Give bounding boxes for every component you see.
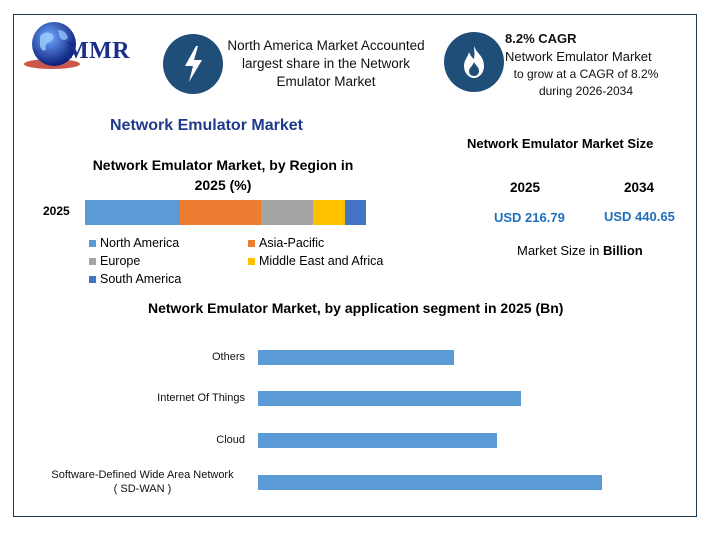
size-unit-bold: Billion (603, 243, 643, 258)
flame-badge (444, 32, 504, 92)
app-category-label: Cloud (216, 434, 245, 446)
legend-label: South America (100, 272, 182, 286)
legend-label: Europe (100, 254, 141, 268)
size-unit-note: Market Size in Billion (517, 243, 643, 258)
logo (22, 20, 152, 76)
globe-icon (24, 22, 80, 69)
cagr-line1: Network Emulator Market (505, 49, 652, 64)
app-bar (258, 391, 521, 406)
legend-europe: Europe (89, 254, 140, 268)
legend-swatch (248, 239, 255, 247)
region-segment-north-america (85, 200, 181, 225)
legend-label: Middle East and Africa (259, 254, 384, 268)
app-category-label: Internet Of Things (157, 392, 245, 404)
cagr-line2: to grow at a CAGR of 8.2% (513, 67, 659, 81)
region-segment-europe (261, 200, 313, 225)
header-north-america-text: North America Market Accounted largest s… (227, 38, 425, 89)
region-segment-south-america (345, 200, 366, 225)
size-value-2025: USD 216.79 (494, 210, 565, 225)
application-chart-title: Network Emulator Market, by application … (148, 300, 564, 316)
infographic-frame (13, 14, 697, 517)
application-bar-chart: Others Internet Of Things Cloud Software-De… (0, 335, 717, 505)
legend-swatch (89, 275, 96, 283)
lightning-badge (163, 34, 223, 94)
legend-swatch (89, 239, 96, 247)
legend-south-america: South America (89, 272, 181, 286)
size-value-2034: USD 440.65 (604, 209, 675, 224)
app-category-label: Software-Defined Wide Area Network( SD-W… (51, 469, 234, 495)
legend-label: Asia-Pacific (259, 236, 325, 250)
app-category-label: Others (211, 351, 245, 363)
lightning-icon (185, 46, 202, 82)
legend-swatch (89, 257, 96, 265)
app-bar (258, 475, 602, 490)
region-segment-middle-east-and-africa (312, 200, 346, 225)
app-bar (258, 433, 497, 448)
flame-icon (464, 46, 484, 78)
legend-middle-east-africa: Middle East and Africa (248, 254, 383, 268)
region-stacked-bar (85, 200, 366, 225)
cagr-headline: 8.2% CAGR (505, 31, 577, 46)
region-segment-asia-pacific (180, 200, 262, 225)
size-year-2025: 2025 (510, 180, 541, 195)
legend-swatch (248, 257, 255, 265)
size-panel-title: Network Emulator Market Size (467, 136, 654, 151)
region-chart-title: Network Emulator Market, by Region in 20… (92, 157, 354, 193)
size-unit-prefix: Market Size in (517, 243, 600, 258)
main-title: Network Emulator Market (110, 117, 303, 134)
legend-north-america: North America (89, 236, 179, 250)
region-bar-label: 2025 (43, 204, 70, 218)
legend-asia-pacific: Asia-Pacific (248, 236, 324, 250)
app-bar (258, 350, 454, 365)
legend-label: North America (100, 236, 180, 250)
size-year-2034: 2034 (624, 180, 655, 195)
logo-text: MMR (66, 38, 131, 64)
cagr-line3: during 2026-2034 (538, 84, 634, 98)
